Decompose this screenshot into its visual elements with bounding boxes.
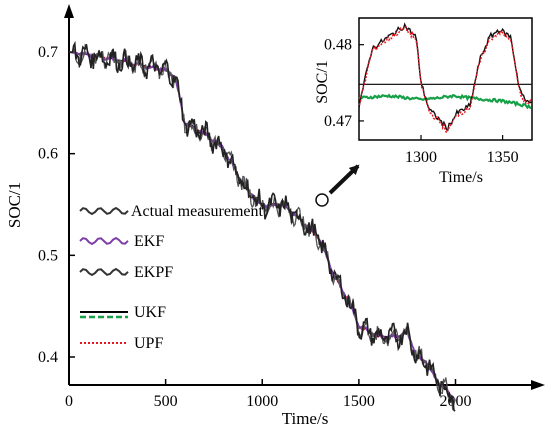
inset-x-axis-label: Time/s	[439, 169, 483, 186]
y-tick-label-0-7: 0.7	[38, 44, 58, 61]
inset-series	[358, 22, 532, 135]
x-tick-label-1000: 1000	[246, 393, 278, 410]
legend-swatch-ekf	[79, 236, 129, 246]
main-y-axis-label: SOC/1	[5, 182, 24, 228]
inset-x-tick-label-1300: 1300	[405, 149, 437, 166]
legend-item-upf: UPF	[80, 335, 163, 352]
inset-y-axis-label: SOC/1	[314, 60, 331, 104]
legend-swatch-ekpf	[79, 267, 129, 277]
zoom-region-marker	[315, 193, 329, 207]
y-tick-label-0-5: 0.5	[38, 247, 58, 264]
inset-series-line-ekf	[358, 93, 532, 110]
legend-label-ekf: EKF	[134, 233, 164, 250]
inset-y-tick-label-0-47: 0.47	[324, 113, 352, 130]
legend-item-ukf: UKF	[80, 304, 166, 321]
main-series	[68, 40, 456, 412]
legend-swatch-actual-measurement	[79, 206, 129, 216]
main-tick-labels: 0 500 1000 1500 2000 0.4 0.5 0.6 0.7	[38, 44, 472, 410]
inset-series-line-upf	[358, 25, 532, 135]
legend: Actual measurement EKF EKPF UKF UPF	[79, 203, 264, 352]
legend-label-ekpf: EKPF	[134, 264, 173, 281]
y-tick-label-0-6: 0.6	[38, 146, 58, 163]
inset-y-tick-label-0-48: 0.48	[324, 37, 352, 54]
main-x-axis-label: Time/s	[282, 409, 329, 428]
y-tick-label-0-4: 0.4	[38, 349, 58, 366]
legend-item-ekpf: EKPF	[79, 264, 173, 281]
legend-label-actual-measurement: Actual measurement	[131, 203, 264, 220]
x-tick-label-1500: 1500	[343, 393, 375, 410]
x-tick-label-0: 0	[65, 393, 73, 410]
zoom-arrow	[328, 164, 360, 195]
x-tick-label-2000: 2000	[440, 393, 472, 410]
legend-item-ekf: EKF	[79, 233, 164, 250]
legend-label-upf: UPF	[134, 335, 163, 352]
main-x-axis-arrow	[531, 380, 545, 390]
main-y-axis-arrow	[64, 4, 74, 18]
legend-label-ukf: UKF	[134, 304, 166, 321]
x-tick-label-500: 500	[154, 393, 178, 410]
legend-item-actual-measurement: Actual measurement	[79, 203, 264, 220]
inset-ticks	[359, 44, 504, 140]
inset-tick-labels: 1300 1350 0.47 0.48	[324, 37, 519, 166]
series-line-actual-measurement	[68, 40, 456, 412]
inset-zoom-chart: 1300 1350 0.47 0.48 Time/s SOC/1	[314, 17, 533, 186]
inset-x-tick-label-1350: 1350	[487, 149, 519, 166]
